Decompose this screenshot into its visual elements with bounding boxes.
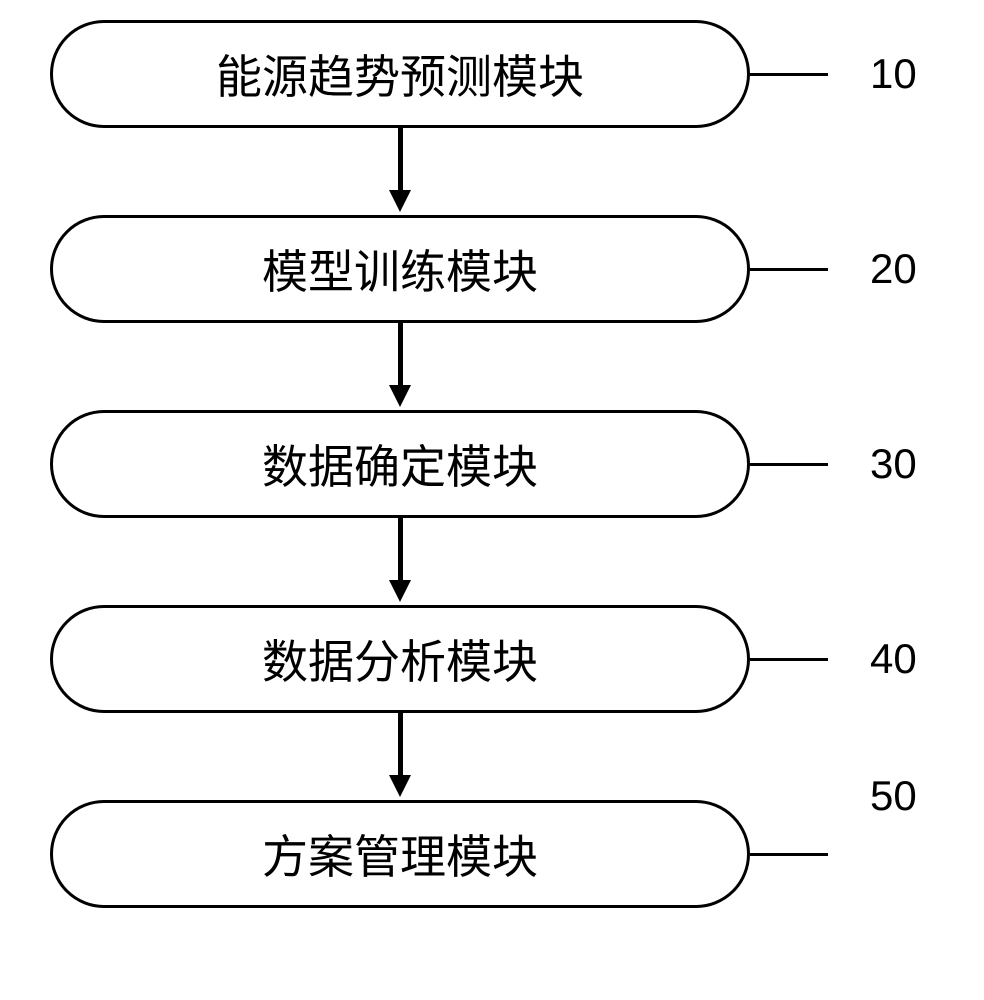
arrow-shaft: [398, 518, 403, 580]
flowchart-diagram: 能源趋势预测模块 10 模型训练模块 20 数据确定模块 30 数据分: [50, 20, 930, 908]
ref-connector: [750, 268, 828, 271]
node-label: 模型训练模块: [262, 236, 538, 302]
ref-connector: [750, 463, 828, 466]
flow-node-data-confirm: 数据确定模块: [50, 410, 750, 518]
arrow-head-icon: [389, 190, 411, 212]
flow-node-model-training: 模型训练模块: [50, 215, 750, 323]
flow-row: 能源趋势预测模块 10: [50, 20, 930, 128]
flow-arrow: [50, 128, 750, 215]
ref-label: 20: [870, 245, 917, 293]
arrow-shaft: [398, 323, 403, 385]
ref-label: 10: [870, 50, 917, 98]
ref-label: 50: [870, 772, 917, 820]
flow-row: 数据分析模块 40: [50, 605, 930, 713]
node-label: 能源趋势预测模块: [216, 41, 584, 107]
arrow-shaft: [398, 128, 403, 190]
flow-node-energy-prediction: 能源趋势预测模块: [50, 20, 750, 128]
flow-arrow: [50, 713, 750, 800]
flow-row: 数据确定模块 30: [50, 410, 930, 518]
flow-node-data-analysis: 数据分析模块: [50, 605, 750, 713]
ref-connector: [750, 73, 828, 76]
ref-label: 30: [870, 440, 917, 488]
arrow-head-icon: [389, 775, 411, 797]
arrow-shaft: [398, 713, 403, 775]
node-label: 方案管理模块: [262, 821, 538, 887]
ref-connector: [750, 658, 828, 661]
flow-node-scheme-management: 方案管理模块: [50, 800, 750, 908]
ref-label: 40: [870, 635, 917, 683]
flow-row: 模型训练模块 20: [50, 215, 930, 323]
ref-connector: [750, 853, 828, 856]
flow-arrow: [50, 518, 750, 605]
arrow-head-icon: [389, 385, 411, 407]
flow-row: 方案管理模块 50: [50, 800, 930, 908]
flow-arrow: [50, 323, 750, 410]
node-label: 数据分析模块: [262, 626, 538, 692]
node-label: 数据确定模块: [262, 431, 538, 497]
arrow-head-icon: [389, 580, 411, 602]
